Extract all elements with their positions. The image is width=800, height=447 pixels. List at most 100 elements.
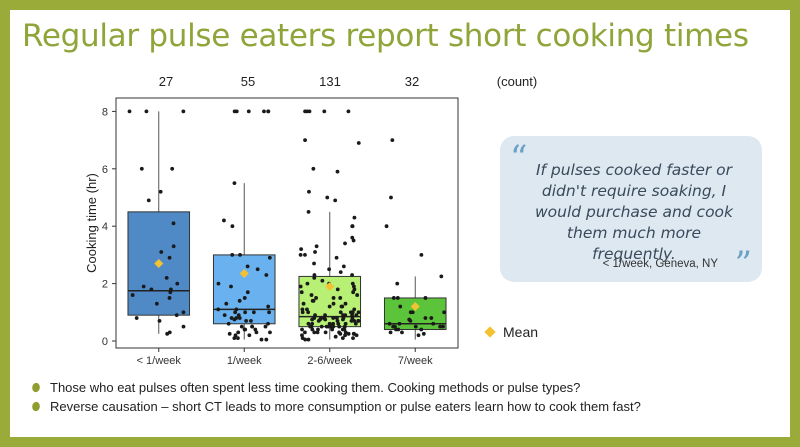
data-point xyxy=(348,310,353,315)
data-point xyxy=(264,337,269,342)
data-point xyxy=(139,166,144,171)
x-tick-label: 1/week xyxy=(227,355,262,367)
data-point xyxy=(242,296,247,300)
data-point xyxy=(352,287,357,292)
data-point xyxy=(384,224,389,229)
slide: Regular pulse eaters report short cookin… xyxy=(10,10,790,437)
data-point xyxy=(245,264,250,269)
data-point xyxy=(340,336,345,341)
data-point xyxy=(353,321,358,326)
data-point xyxy=(239,324,244,329)
close-quote-icon: ” xyxy=(734,244,752,284)
data-point xyxy=(352,215,357,220)
data-point xyxy=(389,195,393,200)
data-point xyxy=(429,316,434,320)
data-point xyxy=(169,287,173,292)
count-label: 32 xyxy=(404,74,420,89)
data-point xyxy=(336,321,341,326)
data-point xyxy=(298,253,303,257)
data-point xyxy=(351,336,355,341)
data-point xyxy=(307,109,312,114)
data-point xyxy=(170,166,175,171)
bullet-text: Reverse causation – short CT leads to mo… xyxy=(50,399,641,414)
data-point xyxy=(312,261,316,266)
data-point xyxy=(354,313,359,318)
data-point xyxy=(157,319,162,323)
count-unit-label: (count) xyxy=(496,74,538,89)
data-point xyxy=(416,333,421,338)
data-point xyxy=(331,321,336,326)
quote-source: < 1/week, Geneva, NY xyxy=(602,258,718,270)
data-point xyxy=(262,109,266,114)
data-point xyxy=(354,333,359,338)
data-point xyxy=(243,310,248,315)
data-point xyxy=(355,293,360,297)
data-point xyxy=(238,253,242,257)
data-point xyxy=(319,324,324,329)
bullet-text: Those who eat pulses often spent less ti… xyxy=(50,380,581,395)
data-point xyxy=(310,317,315,322)
data-point xyxy=(343,333,347,338)
data-point xyxy=(350,273,354,277)
data-point xyxy=(245,290,250,295)
data-point xyxy=(334,255,339,260)
data-point xyxy=(356,319,361,323)
data-point xyxy=(398,304,403,309)
box-plot-chart: 0 2 4 6 8 Cooking time (hr) < 1/week 1/week 2-6/… xyxy=(84,97,459,367)
legend-mean-label: Mean xyxy=(503,324,539,340)
data-point xyxy=(222,218,226,223)
data-point xyxy=(236,313,241,318)
data-point xyxy=(331,324,336,329)
data-point xyxy=(158,189,163,194)
data-point xyxy=(408,310,413,315)
data-point xyxy=(300,327,304,332)
bullet-item: Those who eat pulses often spent less ti… xyxy=(30,378,782,397)
data-point xyxy=(327,304,332,309)
data-point xyxy=(232,109,237,114)
data-point xyxy=(413,324,418,329)
bullet-item: Reverse causation – short CT leads to mo… xyxy=(30,397,782,416)
data-point xyxy=(350,224,355,229)
open-quote-icon: “ xyxy=(510,138,528,178)
data-point xyxy=(395,281,400,286)
x-tick-label: < 1/week xyxy=(137,355,182,367)
data-point xyxy=(165,331,170,336)
data-point xyxy=(390,138,395,143)
data-point xyxy=(352,284,356,289)
data-point xyxy=(141,284,146,289)
data-point xyxy=(305,307,309,312)
data-point xyxy=(232,336,237,341)
data-point xyxy=(388,330,393,335)
data-point xyxy=(335,319,340,323)
count-label: 27 xyxy=(158,74,174,89)
data-point xyxy=(301,301,306,306)
data-point xyxy=(338,310,343,315)
data-point xyxy=(312,330,317,335)
data-point xyxy=(303,109,307,114)
data-point xyxy=(130,293,135,297)
data-point xyxy=(327,321,332,326)
data-point xyxy=(303,138,307,143)
leaf-bullet-icon xyxy=(30,400,42,413)
y-tick-label: 2 xyxy=(102,279,108,291)
data-point xyxy=(300,307,305,312)
data-point xyxy=(246,109,251,114)
data-point xyxy=(250,324,255,329)
data-point xyxy=(331,316,336,320)
data-point xyxy=(266,321,270,326)
data-point xyxy=(232,181,237,186)
data-point xyxy=(337,324,342,329)
data-point xyxy=(175,281,180,286)
data-point xyxy=(230,253,235,257)
data-point xyxy=(338,296,343,300)
data-point xyxy=(222,313,227,318)
x-tick-label: 7/week xyxy=(398,355,433,367)
data-point xyxy=(300,333,304,338)
data-point xyxy=(254,330,259,335)
data-point xyxy=(331,301,336,306)
data-point xyxy=(325,195,330,200)
data-point xyxy=(229,316,234,320)
data-point xyxy=(299,290,304,295)
mean-diamond-icon xyxy=(484,326,496,338)
data-point xyxy=(387,321,392,326)
